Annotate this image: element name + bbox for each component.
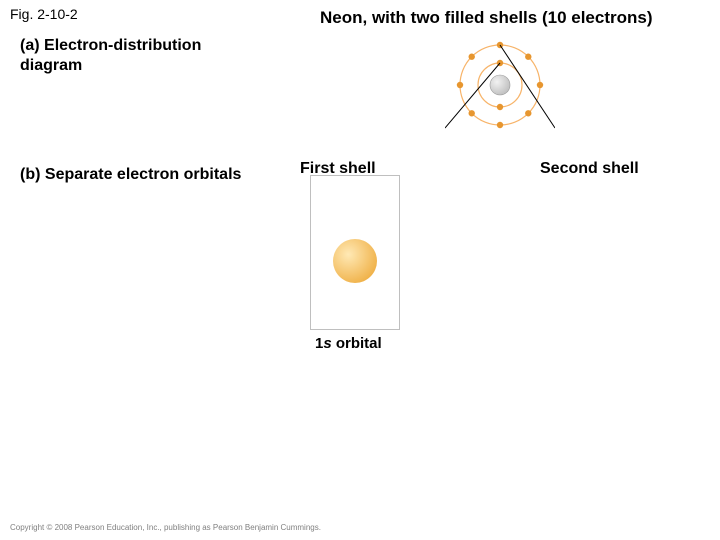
atom-svg: [445, 30, 555, 140]
atom-diagram: [445, 30, 555, 140]
orbital-1s-suffix: orbital: [332, 335, 382, 352]
figure-number: Fig. 2-10-2: [10, 6, 78, 22]
copyright-text: Copyright © 2008 Pearson Education, Inc.…: [10, 523, 321, 532]
second-shell-label: Second shell: [540, 160, 639, 178]
orbital-1s-label: 1s orbital: [315, 335, 382, 352]
section-a-label: (a) Electron-distribution diagram: [20, 36, 260, 76]
orbital-1s-box: [310, 175, 400, 330]
page-title: Neon, with two filled shells (10 electro…: [320, 8, 653, 28]
section-b-text: Separate electron orbitals: [45, 166, 242, 183]
section-b-label: (b) Separate electron orbitals: [20, 165, 260, 185]
section-a-text: Electron-distribution diagram: [20, 37, 201, 74]
section-a-tag: (a): [20, 37, 40, 54]
section-b-tag: (b): [20, 166, 40, 183]
orbital-1s-svg: [311, 176, 399, 329]
orbital-1s-symbol: s: [323, 335, 331, 352]
